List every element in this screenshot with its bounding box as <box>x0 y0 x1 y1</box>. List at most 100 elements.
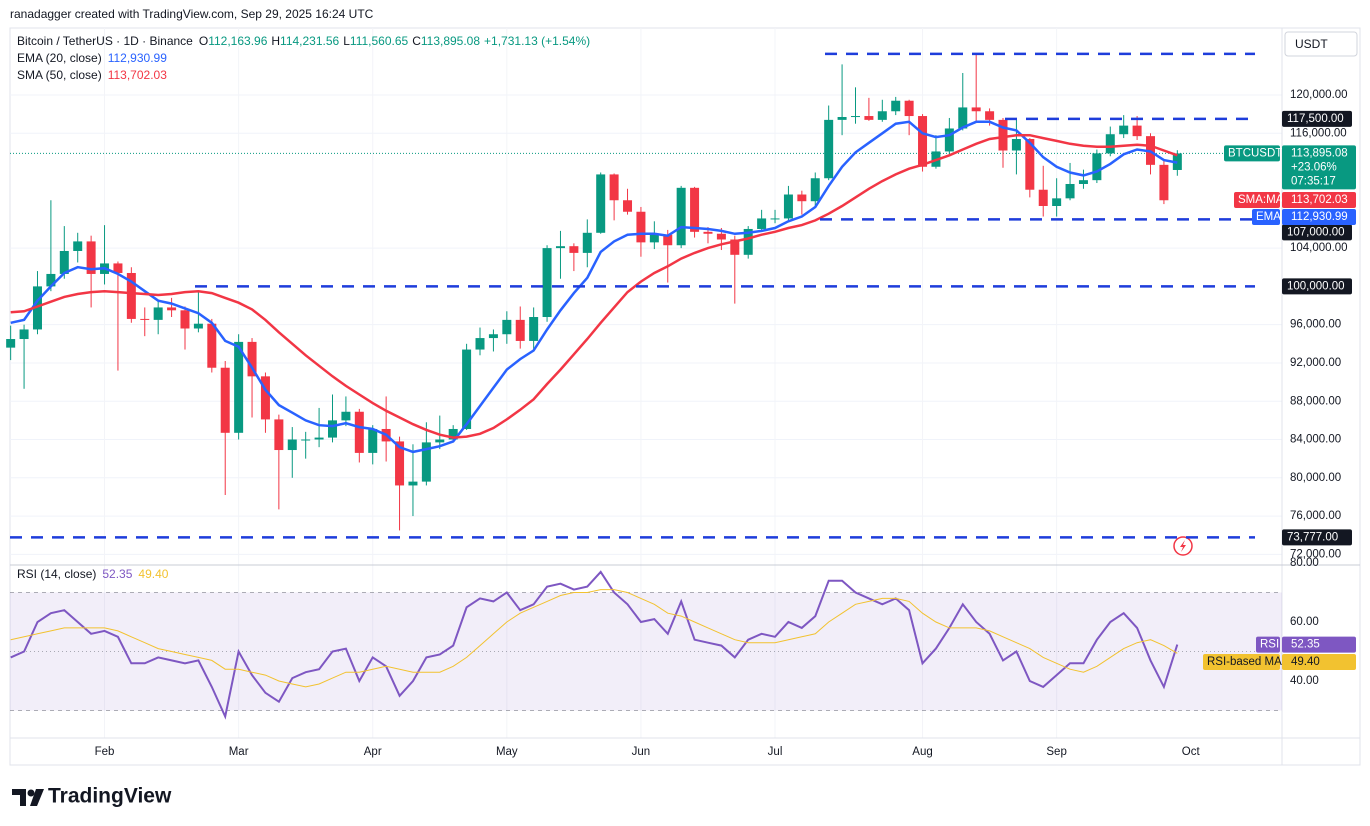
series-badge-label-text: RSI <box>1260 639 1279 651</box>
currency[interactable]: USDT <box>1295 37 1328 51</box>
ma-legend-value: 112,930.99 <box>108 51 167 65</box>
currency-button[interactable] <box>1284 31 1358 57</box>
candle-body <box>140 318 150 320</box>
candle-body <box>542 248 552 318</box>
candle-body <box>770 218 780 220</box>
series-badge <box>1282 636 1356 653</box>
y-tick-label: 84,000.00 <box>1290 434 1341 446</box>
y-tick-label: 116,000.00 <box>1290 127 1347 139</box>
candle-body <box>6 339 16 348</box>
ma-line <box>10 133 1178 439</box>
candle-body <box>19 329 29 340</box>
candle-body <box>314 437 324 440</box>
candle-body <box>810 178 820 202</box>
candle-body <box>703 231 713 234</box>
ma-legend: EMA (20, close) 112,930.99 <box>17 51 167 65</box>
candle-body <box>1092 153 1102 181</box>
rsi-tick-label: 60.00 <box>1290 616 1319 628</box>
rsi-legend: RSI (14, close) 52.35 49.40 <box>17 567 169 581</box>
candle-body <box>328 420 337 438</box>
x-tick-label: Feb <box>95 746 115 758</box>
level-badge-text: 100,000.00 <box>1287 280 1345 292</box>
alert-icon[interactable] <box>1173 536 1193 556</box>
x-tick-label: Aug <box>912 746 932 758</box>
candle-body <box>368 428 378 453</box>
candle-body <box>1132 125 1142 137</box>
price-badge-text: +23.06% <box>1291 161 1337 173</box>
symbol-badge <box>1224 145 1280 162</box>
candle-body <box>797 194 807 202</box>
candle-body <box>837 117 847 120</box>
ohlc-value: 112,163.96 <box>208 34 267 48</box>
candle-body <box>1052 198 1062 206</box>
candle-body <box>757 218 767 229</box>
candle-body <box>1119 125 1129 135</box>
candle-body <box>220 367 230 433</box>
candle-body <box>488 334 498 339</box>
candle-body <box>998 119 1008 151</box>
price-badge-text: 07:35:17 <box>1291 175 1336 187</box>
candle-body <box>690 187 700 232</box>
logo-mark <box>12 789 44 806</box>
candle-body <box>944 128 954 152</box>
candle-body <box>582 232 592 253</box>
candle-body <box>113 263 123 273</box>
change: +1,731.13 (+1.54%) <box>484 34 590 48</box>
candle-body <box>126 272 136 319</box>
candle-body <box>958 107 968 129</box>
candle-body <box>515 319 525 341</box>
series-badge-label-text: EMA <box>1256 211 1281 223</box>
candle-body <box>649 234 659 243</box>
ma-legend: SMA (50, close) 113,702.03 <box>17 68 167 82</box>
y-tick-label: 104,000.00 <box>1290 242 1348 254</box>
rsi-legend-value: 49.40 <box>138 567 168 581</box>
candle-body <box>234 341 244 433</box>
candle-body <box>555 246 565 249</box>
credit: ranadagger created with TradingView.com,… <box>10 7 374 21</box>
ohlc-value: 113,895.08 <box>421 34 480 48</box>
candle-body <box>86 241 96 274</box>
candle-body <box>891 100 901 112</box>
candle-body <box>850 116 860 118</box>
candle-body <box>716 233 726 240</box>
candle-body <box>877 111 887 120</box>
y-tick-label: 80,000.00 <box>1290 472 1341 484</box>
candle-body <box>207 323 217 368</box>
ohlc-key: H <box>271 34 280 48</box>
candle-body <box>783 194 793 219</box>
rsi-legend-name: RSI (14, close) <box>17 567 96 581</box>
level-badge <box>1282 224 1352 241</box>
candle-body <box>408 481 418 486</box>
candle-body <box>247 341 257 377</box>
rsi-legend-value: 52.35 <box>102 567 132 581</box>
level-badge-text: 73,777.00 <box>1287 531 1338 543</box>
candle-body <box>1011 139 1021 151</box>
rsi-ma-line <box>10 589 1178 688</box>
series-badge-label <box>1234 192 1280 208</box>
series-badge-label-text: RSI-based MA <box>1207 656 1282 668</box>
x-tick-label: Apr <box>364 746 382 758</box>
candle-body <box>623 200 633 212</box>
candle-body <box>730 239 740 255</box>
series-badge-text: 49.40 <box>1291 656 1320 668</box>
candle-body <box>301 439 311 441</box>
candle-body <box>864 116 874 120</box>
ohlc-key: O <box>199 34 208 48</box>
ma-legend-name: EMA (20, close) <box>17 51 102 65</box>
series-badge-label <box>1252 209 1280 225</box>
symbol: Bitcoin / TetherUS · 1D · Binance <box>17 34 193 48</box>
candle-body <box>824 119 834 179</box>
series-badge-label-text: SMA:MA <box>1238 194 1284 206</box>
ohlc-value: 111,560.65 <box>350 34 409 48</box>
y-tick-label: 96,000.00 <box>1290 319 1341 331</box>
candle-body <box>46 273 56 287</box>
series-badge-text: 52.35 <box>1291 639 1320 651</box>
candle-body <box>59 250 69 274</box>
candle-body <box>341 411 351 421</box>
candle-body <box>529 317 539 341</box>
candle-body <box>1078 180 1088 184</box>
rsi-tick-label: 80.00 <box>1290 557 1319 569</box>
level-badge-text: 107,000.00 <box>1287 226 1345 238</box>
chart-frame <box>9 27 1361 766</box>
